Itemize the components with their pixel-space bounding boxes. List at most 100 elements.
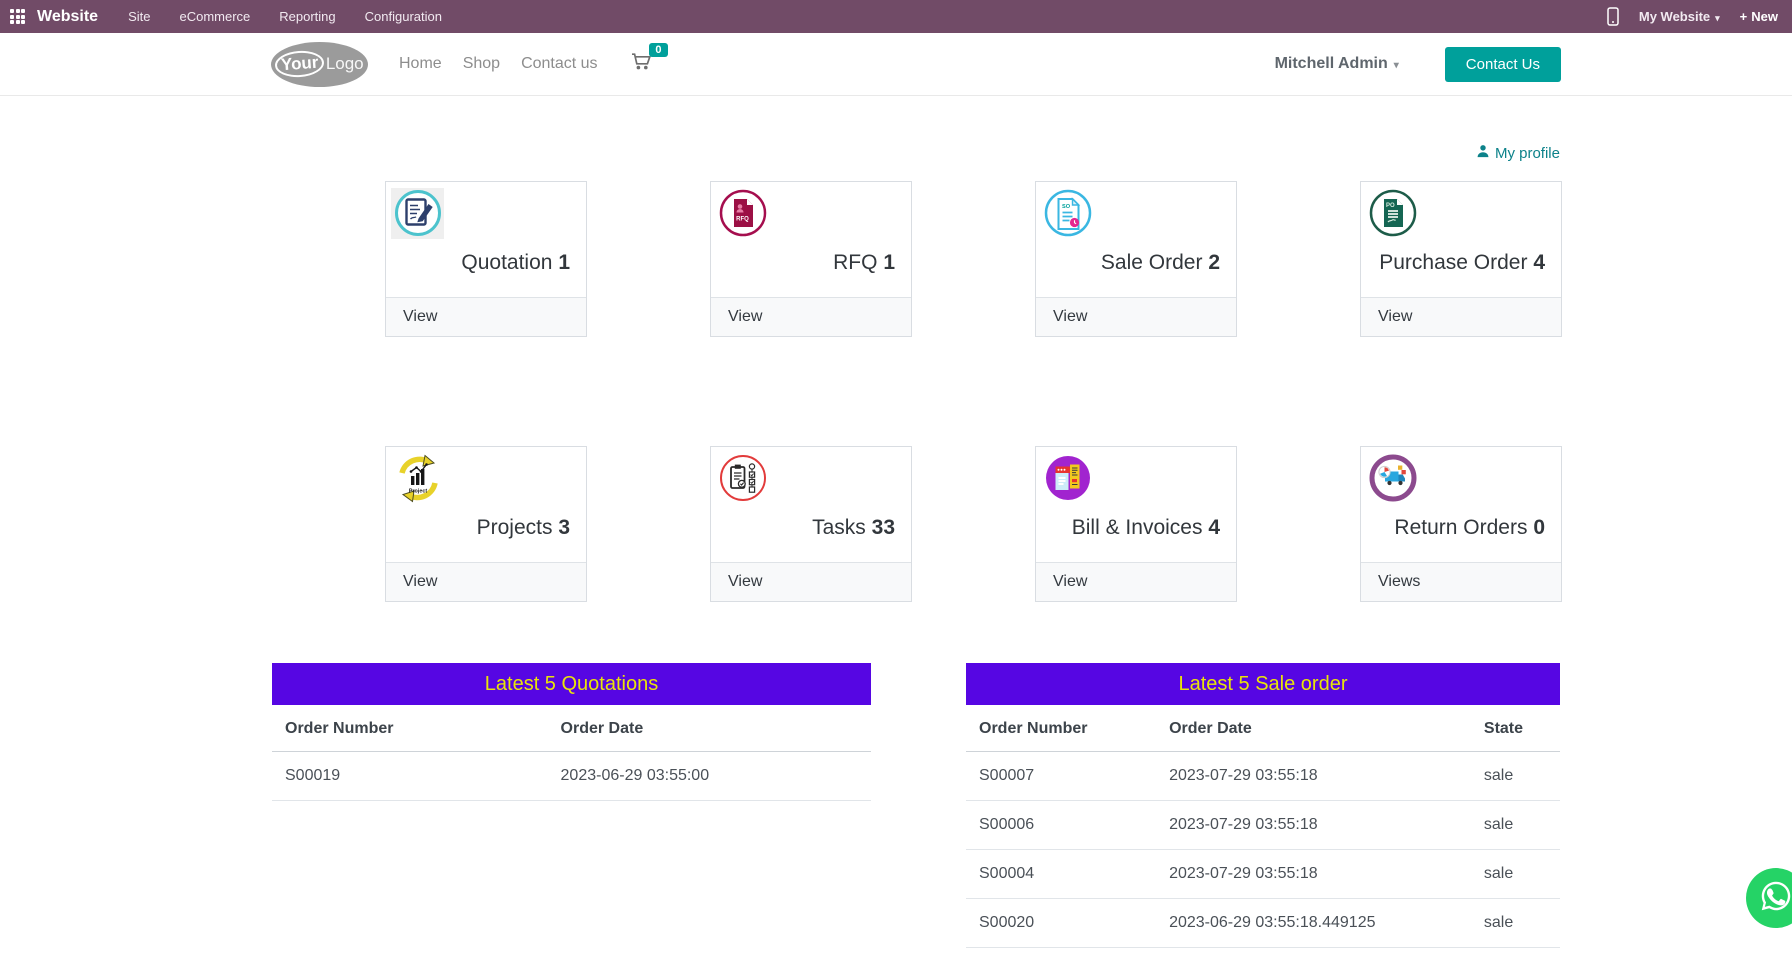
card-view-link[interactable]: View xyxy=(1361,297,1561,336)
website-selector[interactable]: My Website ▾ xyxy=(1639,9,1720,24)
order-number: S00020 xyxy=(979,914,1035,931)
order-number: S00007 xyxy=(979,767,1035,784)
my-profile-link[interactable]: My profile xyxy=(1476,144,1560,162)
my-profile-label: My profile xyxy=(1494,144,1560,162)
purchase-order-icon: PO xyxy=(1366,187,1422,243)
card-title: Bill & Invoices 4 xyxy=(1071,516,1220,539)
table-title: Latest 5 Quotations xyxy=(272,663,871,705)
column-header: Order Date xyxy=(1169,720,1252,737)
logo-text-bold: Your xyxy=(274,49,326,79)
nav-shop[interactable]: Shop xyxy=(462,55,501,72)
order-number: S00006 xyxy=(979,816,1035,833)
card-count: 33 xyxy=(871,516,895,539)
svg-text:Project: Project xyxy=(409,489,427,495)
order-date: 2023-07-29 03:55:18 xyxy=(1169,865,1318,882)
card-view-link[interactable]: View xyxy=(1036,562,1236,601)
new-button-label: New xyxy=(1751,9,1778,24)
user-dropdown[interactable]: Mitchell Admin ▾ xyxy=(1275,55,1399,73)
sale-order-icon: SO xyxy=(1041,187,1097,243)
order-state: sale xyxy=(1483,865,1514,882)
column-header: Order Number xyxy=(979,720,1088,737)
bill-invoices-icon xyxy=(1041,452,1097,508)
menu-configuration[interactable]: Configuration xyxy=(364,9,442,24)
order-state: sale xyxy=(1483,767,1514,784)
table-row[interactable]: S00007 2023-07-29 03:55:18 sale xyxy=(966,752,1560,801)
card-view-link[interactable]: View xyxy=(711,562,911,601)
card-view-link[interactable]: View xyxy=(386,297,586,336)
topbar-menus: Site eCommerce Reporting Configuration xyxy=(128,9,442,24)
mobile-preview-icon[interactable] xyxy=(1607,7,1619,26)
site-header: Your Logo Home Shop Contact us 0 Mitchel… xyxy=(0,33,1792,96)
column-header: Order Date xyxy=(560,720,644,737)
rfq-icon: RFQ xyxy=(716,187,772,243)
site-logo[interactable]: Your Logo xyxy=(271,41,368,87)
top-system-bar: Website Site eCommerce Reporting Configu… xyxy=(0,0,1792,33)
order-date: 2023-06-29 03:55:00 xyxy=(560,767,710,784)
table-title: Latest 5 Sale order xyxy=(966,663,1560,705)
website-selector-label: My Website xyxy=(1638,9,1711,24)
card-return-orders: Return Orders 0 Views xyxy=(1360,446,1562,602)
menu-site[interactable]: Site xyxy=(128,9,151,24)
cart-button[interactable]: 0 xyxy=(631,43,668,76)
table-row[interactable]: S00006 2023-07-29 03:55:18 sale xyxy=(966,801,1560,850)
nav-contact-us[interactable]: Contact us xyxy=(521,55,598,72)
quotation-icon xyxy=(391,187,447,243)
projects-icon: Project xyxy=(391,452,447,508)
card-bill-invoices: Bill & Invoices 4 View xyxy=(1035,446,1237,602)
app-name[interactable]: Website xyxy=(37,7,99,25)
card-title: Tasks 33 xyxy=(812,516,895,539)
menu-ecommerce[interactable]: eCommerce xyxy=(179,9,251,24)
card-purchase-order: PO Purchase Order 4 View xyxy=(1360,181,1562,337)
svg-text:RFQ: RFQ xyxy=(736,217,749,223)
menu-reporting[interactable]: Reporting xyxy=(279,9,336,24)
plus-icon: + xyxy=(1739,9,1748,24)
order-date: 2023-07-29 03:55:18 xyxy=(1169,816,1318,833)
card-view-link[interactable]: Views xyxy=(1361,562,1561,601)
card-view-link[interactable]: View xyxy=(711,297,911,336)
card-title: Purchase Order 4 xyxy=(1379,251,1545,274)
card-title: RFQ 1 xyxy=(833,251,895,274)
card-quotation: Quotation 1 View xyxy=(385,181,587,337)
user-name: Mitchell Admin xyxy=(1274,55,1388,72)
contact-us-button[interactable]: Contact Us xyxy=(1444,46,1561,82)
column-header: Order Number xyxy=(285,720,394,737)
apps-grid-icon[interactable] xyxy=(10,9,25,24)
order-state: sale xyxy=(1483,914,1514,931)
order-date: 2023-07-29 03:55:18 xyxy=(1169,767,1318,784)
latest-quotations-table: Latest 5 Quotations Order Number Order D… xyxy=(272,663,871,801)
card-title: Return Orders 0 xyxy=(1394,516,1545,539)
card-title: Projects 3 xyxy=(476,516,570,539)
svg-text:PO: PO xyxy=(1386,203,1395,209)
card-count: 3 xyxy=(558,516,570,539)
order-number: S00004 xyxy=(979,865,1035,882)
profile-row: My profile xyxy=(0,144,1560,162)
card-count: 4 xyxy=(1533,251,1545,274)
order-number: S00019 xyxy=(285,767,341,784)
table-row[interactable]: S00004 2023-07-29 03:55:18 sale xyxy=(966,850,1560,899)
topbar-right: My Website ▾ + New xyxy=(1607,7,1778,26)
logo-text-light: Logo xyxy=(325,54,364,73)
table-row[interactable]: S00019 2023-06-29 03:55:00 xyxy=(272,752,871,801)
card-projects: Project Projects 3 View xyxy=(385,446,587,602)
table-row[interactable]: S00020 2023-06-29 03:55:18.449125 sale xyxy=(966,899,1560,948)
card-view-link[interactable]: View xyxy=(386,562,586,601)
order-date: 2023-06-29 03:55:18.449125 xyxy=(1169,914,1376,931)
return-orders-icon xyxy=(1366,452,1422,508)
whatsapp-button[interactable] xyxy=(1746,868,1792,928)
latest-sale-orders-table: Latest 5 Sale order Order Number Order D… xyxy=(966,663,1560,948)
site-nav: Home Shop Contact us xyxy=(399,55,598,73)
card-sale-order: SO Sale Order 2 View xyxy=(1035,181,1237,337)
cart-icon xyxy=(631,53,652,75)
tasks-icon xyxy=(716,452,772,508)
dashboard-cards: Quotation 1 View RFQ RFQ xyxy=(385,181,1562,602)
new-button[interactable]: + New xyxy=(1740,9,1778,24)
nav-home[interactable]: Home xyxy=(399,55,442,72)
card-count: 2 xyxy=(1208,251,1220,274)
card-count: 1 xyxy=(883,251,895,274)
card-title: Quotation 1 xyxy=(461,251,570,274)
user-icon xyxy=(1476,144,1490,162)
card-count: 1 xyxy=(558,251,570,274)
chevron-down-icon: ▾ xyxy=(1393,60,1399,71)
card-view-link[interactable]: View xyxy=(1036,297,1236,336)
